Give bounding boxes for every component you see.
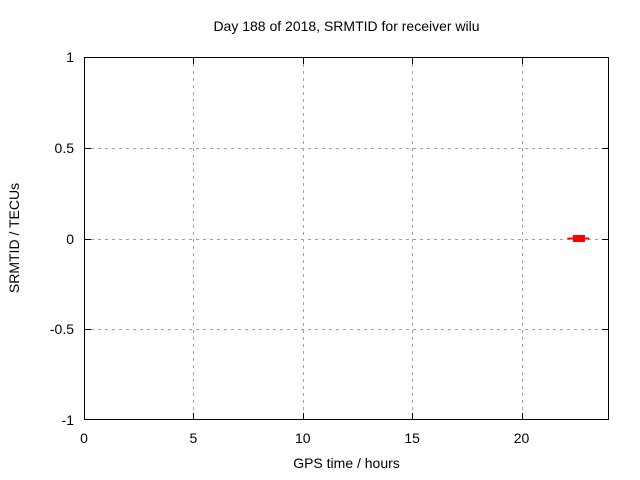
x-tick-label: 0 [80, 430, 88, 446]
y-tick-label: -1 [61, 412, 74, 428]
x-tick-label: 20 [513, 430, 530, 446]
y-tick-label: -0.5 [49, 321, 74, 338]
chart-title: Day 188 of 2018, SRMTID for receiver wil… [213, 18, 480, 34]
x-tick-label: 15 [404, 430, 420, 446]
data-series-marker [572, 235, 585, 242]
x-tick-label: 5 [189, 430, 198, 446]
y-tick-label: 1 [66, 49, 74, 65]
y-tick-label: 0.5 [54, 139, 74, 156]
plot-area [84, 57, 609, 420]
x-axis-label: GPS time / hours [293, 455, 400, 471]
plot-border [84, 57, 609, 420]
plot-canvas [84, 57, 609, 420]
x-tick-label: 10 [294, 430, 311, 446]
y-tick-label: 0 [66, 230, 74, 247]
